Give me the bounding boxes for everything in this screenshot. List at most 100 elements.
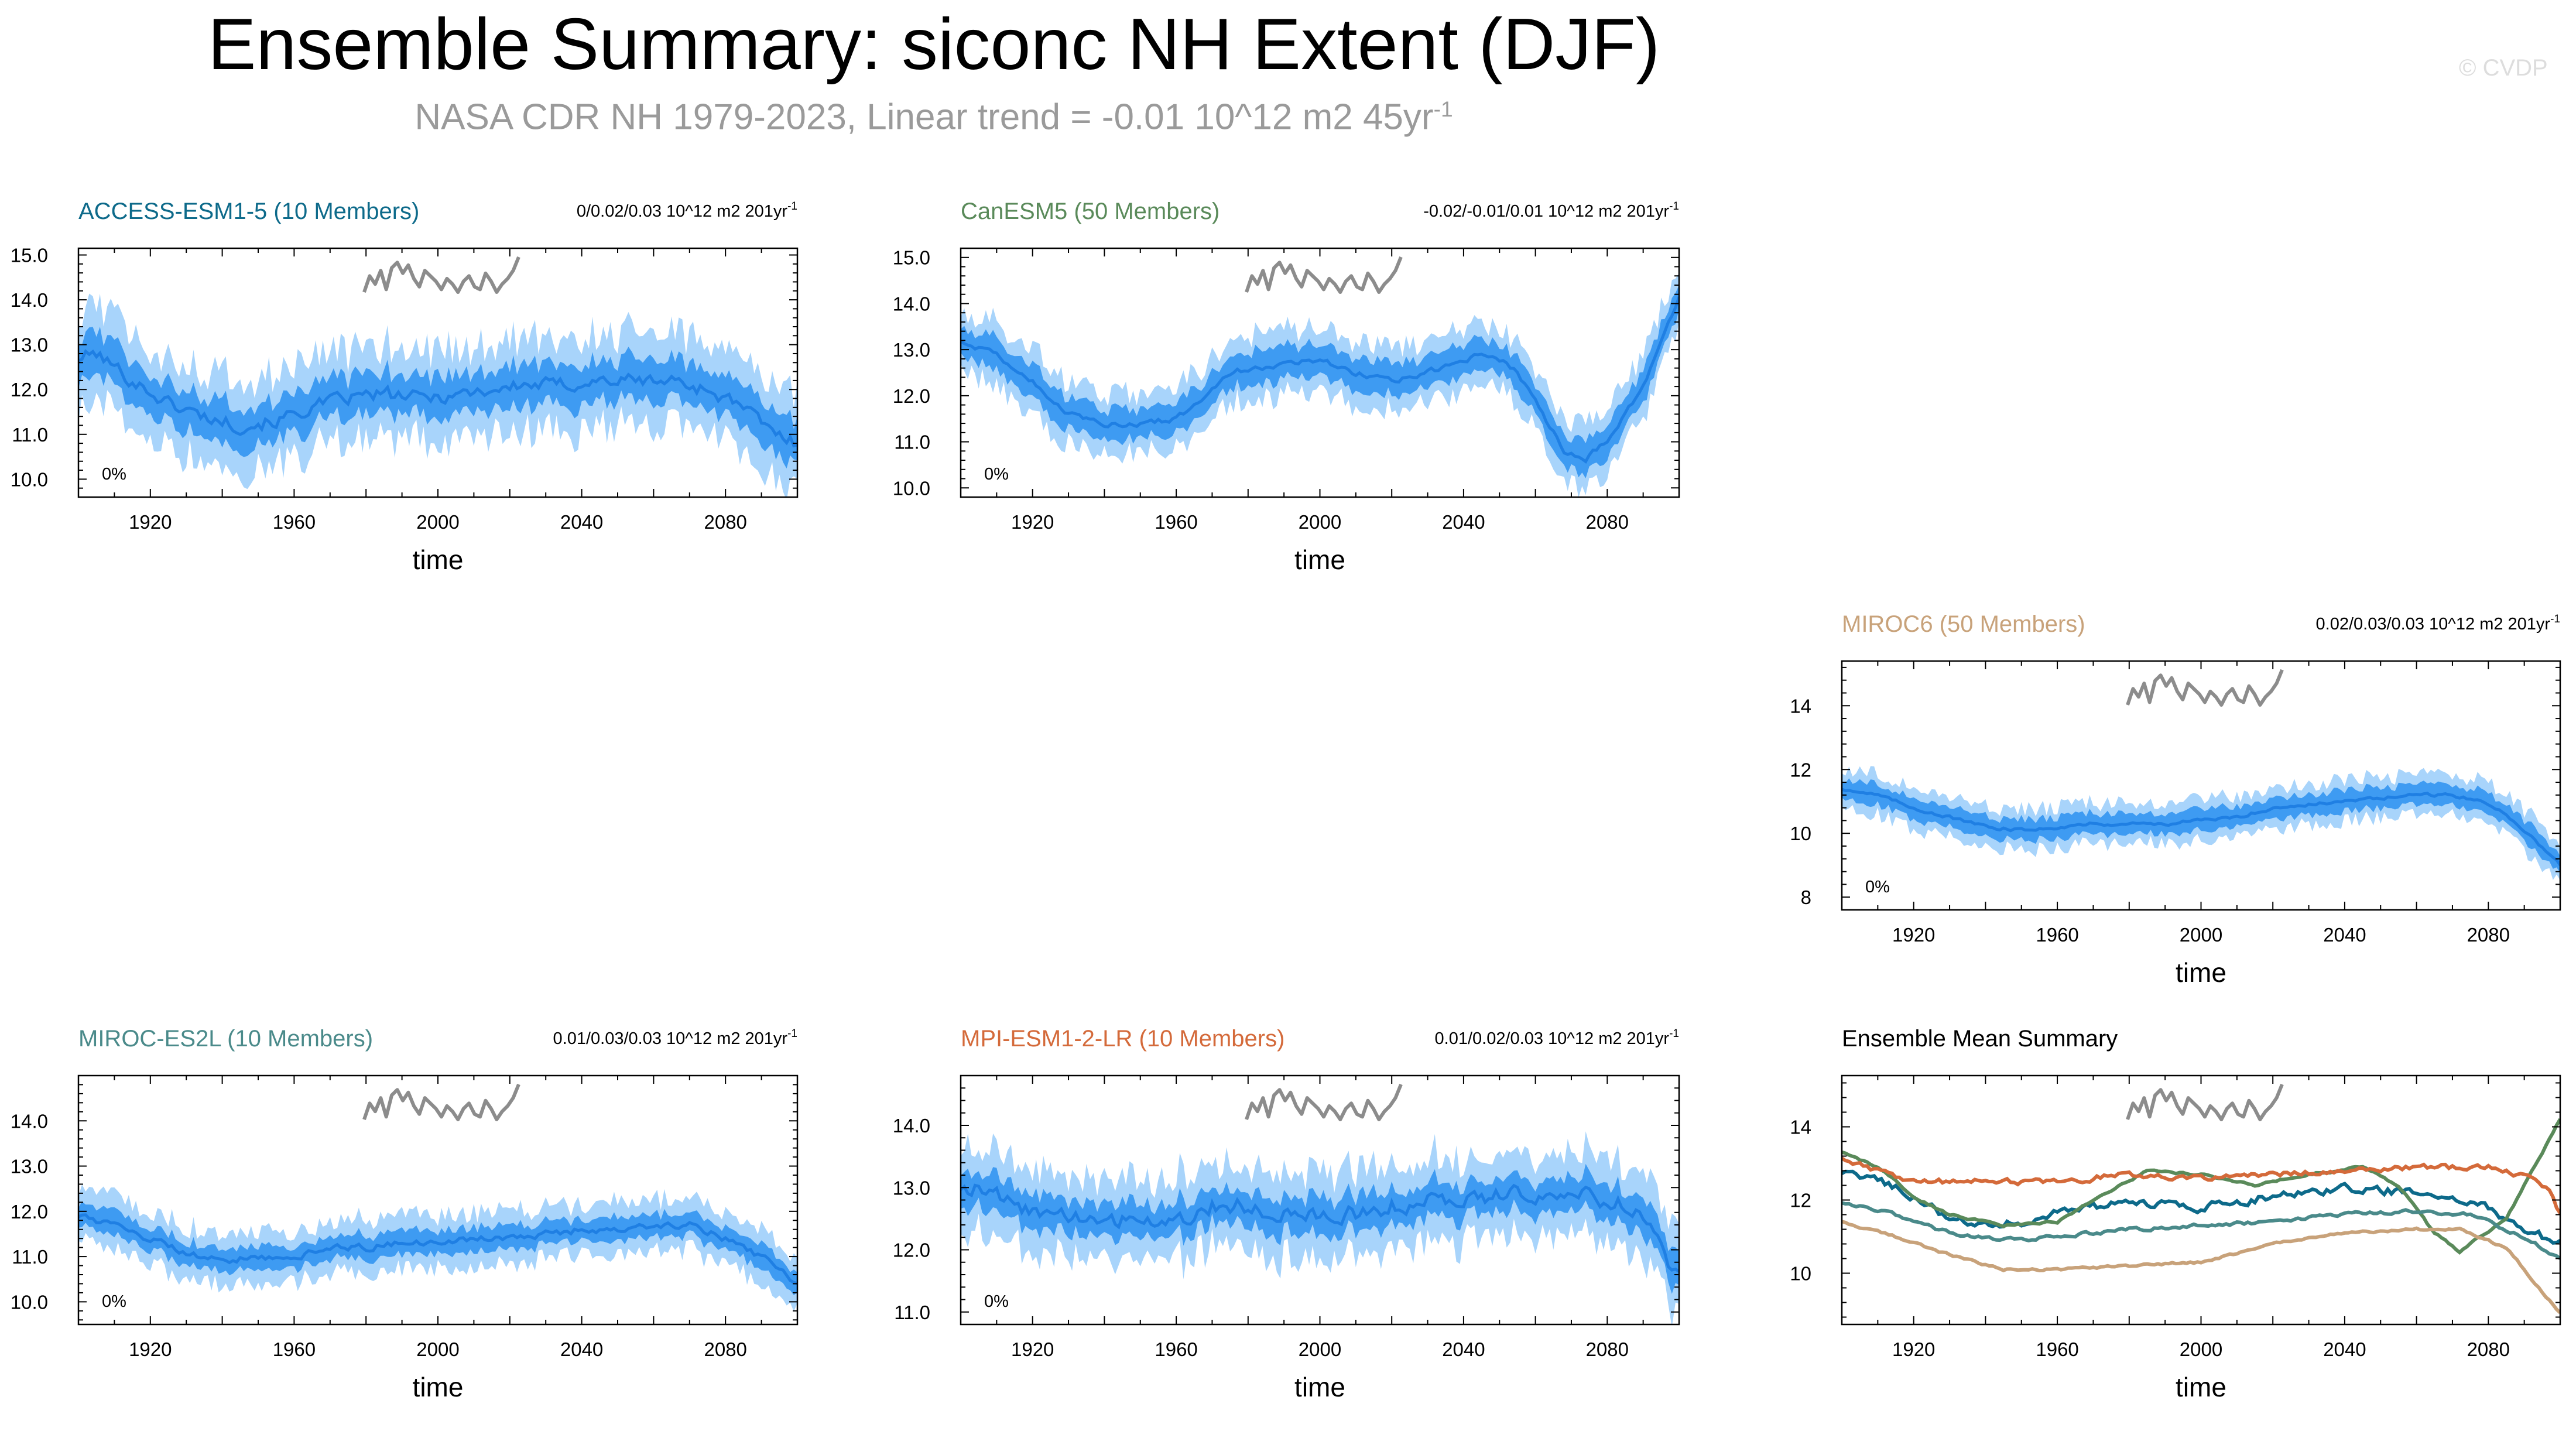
series-line-miroc-es2l xyxy=(1842,1201,2560,1260)
x-tick-label: 2000 xyxy=(2180,924,2222,946)
x-tick-label: 2080 xyxy=(704,511,746,533)
panel-summary: Ensemble Mean Summary 1920 1960 2000 2040 208… xyxy=(1790,1026,2561,1402)
trend-text: 0.02/0.03/0.03 10^12 m2 201yr xyxy=(2316,615,2551,634)
figure-title: Ensemble Summary: siconc NH Extent (DJF) xyxy=(207,4,1660,85)
plot-area xyxy=(1842,1118,2560,1314)
percent-label: 0% xyxy=(102,1292,126,1311)
x-tick-label: 1920 xyxy=(1892,924,1935,946)
y-axis xyxy=(961,1075,1679,1325)
y-tick-label: 12.0 xyxy=(893,1240,930,1261)
y-tick-label: 10.0 xyxy=(11,468,48,490)
ensemble-mean-line xyxy=(78,349,797,448)
y-tick-label: 11.0 xyxy=(12,1246,48,1268)
x-axis xyxy=(960,248,1680,497)
y-tick-label: 13.0 xyxy=(11,334,48,356)
trend-exponent: -1 xyxy=(1669,200,1679,213)
x-tick-label: 2040 xyxy=(1442,1338,1485,1360)
plot-area xyxy=(1842,766,2560,881)
subtitle-text: NASA CDR NH 1979-2023, Linear trend = -0… xyxy=(415,97,1434,138)
y-tick-label: 10.0 xyxy=(893,477,930,499)
panel-title: Ensemble Mean Summary xyxy=(1842,1026,2118,1052)
obs-inset-line xyxy=(1245,256,1403,294)
percent-label: 0% xyxy=(984,1292,1009,1311)
y-axis xyxy=(1842,666,2560,910)
y-tick-label: 12.0 xyxy=(11,1201,48,1223)
x-tick-label: 2040 xyxy=(2323,1338,2366,1360)
panel-mpi: MPI-ESM1-2-LR (10 Members) 0.01/0.02/0.03… xyxy=(893,1026,1680,1402)
x-tick-label: 2080 xyxy=(2467,924,2510,946)
x-tick-label: 2080 xyxy=(1586,1338,1629,1360)
y-tick-label: 15.0 xyxy=(893,247,930,269)
y-tick-label: 15.0 xyxy=(11,244,48,266)
trend-text: 0.01/0.02/0.03 10^12 m2 201yr xyxy=(1435,1029,1670,1048)
trend-exponent: -1 xyxy=(2550,613,2560,625)
ensemble-range-band xyxy=(961,273,1679,497)
series-line-mpi-esm1-2-lr xyxy=(1842,1156,2560,1214)
x-tick-label: 1960 xyxy=(2036,1338,2078,1360)
y-tick-label: 10.0 xyxy=(11,1291,48,1313)
percent-label: 0% xyxy=(984,465,1009,484)
panel-title: MIROC6 (50 Members) xyxy=(1842,611,2085,637)
x-tick-label: 1960 xyxy=(273,1338,316,1360)
x-tick-label: 2040 xyxy=(560,511,603,533)
x-tick-label: 2080 xyxy=(1586,511,1629,533)
y-axis xyxy=(78,254,797,498)
trend-exponent: -1 xyxy=(787,200,797,213)
trend-label: 0/0.02/0.03 10^12 m2 201yr-1 xyxy=(577,200,797,221)
x-tick-label: 2040 xyxy=(560,1338,603,1360)
x-tick-label: 1920 xyxy=(1892,1338,1935,1360)
y-tick-label: 10 xyxy=(1790,823,1811,844)
y-tick-label: 14.0 xyxy=(11,1110,48,1132)
panel-title: ACCESS-ESM1-5 (10 Members) xyxy=(78,198,419,224)
panel-miroc6: MIROC6 (50 Members) 0.02/0.03/0.03 10^12 … xyxy=(1790,611,2561,988)
y-tick-label: 13.0 xyxy=(893,1177,930,1199)
trend-label: -0.02/-0.01/0.01 10^12 m2 201yr-1 xyxy=(1423,200,1679,221)
x-axis-label: time xyxy=(2176,1372,2226,1402)
plot-area xyxy=(961,273,1679,497)
x-tick-label: 1920 xyxy=(1011,511,1054,533)
obs-inset-line xyxy=(362,1083,520,1121)
x-tick-label: 1920 xyxy=(129,511,172,533)
ensemble-mean-line xyxy=(1842,788,2560,867)
obs-inset-line xyxy=(1245,1083,1403,1121)
obs-inset-line xyxy=(362,256,520,294)
y-tick-label: 11.0 xyxy=(12,424,48,446)
trend-label: 0.01/0.02/0.03 10^12 m2 201yr-1 xyxy=(1435,1028,1679,1048)
x-axis xyxy=(78,1076,798,1324)
trend-text: 0.01/0.03/0.03 10^12 m2 201yr xyxy=(553,1029,788,1048)
y-axis xyxy=(961,248,1679,498)
x-axis-label: time xyxy=(2176,957,2226,988)
panel-title: MPI-ESM1-2-LR (10 Members) xyxy=(961,1026,1284,1052)
x-axis-label: time xyxy=(413,1372,464,1402)
x-tick-label: 1920 xyxy=(129,1338,172,1360)
trend-label: 0.02/0.03/0.03 10^12 m2 201yr-1 xyxy=(2316,613,2560,634)
y-tick-label: 12.0 xyxy=(893,385,930,407)
obs-inset-line xyxy=(2126,1083,2284,1121)
x-tick-label: 2000 xyxy=(2180,1338,2222,1360)
x-tick-label: 1920 xyxy=(1011,1338,1054,1360)
series-line-access-esm1-5 xyxy=(1842,1169,2560,1245)
x-tick-label: 1960 xyxy=(1155,1338,1197,1360)
y-tick-label: 12.0 xyxy=(11,379,48,400)
x-axis-label: time xyxy=(413,545,464,575)
trend-text: 0/0.02/0.03 10^12 m2 201yr xyxy=(577,202,788,221)
x-axis xyxy=(960,1076,1680,1324)
y-tick-label: 13.0 xyxy=(11,1156,48,1177)
x-axis xyxy=(1841,1076,2561,1324)
ensemble-mean-line xyxy=(78,1213,797,1285)
credit-watermark: © CVDP xyxy=(2459,55,2548,81)
trend-exponent: -1 xyxy=(1669,1028,1679,1040)
panel-access: ACCESS-ESM1-5 (10 Members) 0/0.02/0.03 10… xyxy=(11,198,799,575)
percent-label: 0% xyxy=(1865,878,1890,896)
percent-label: 0% xyxy=(102,465,126,484)
y-tick-label: 8 xyxy=(1801,886,1811,908)
series-line-miroc6 xyxy=(1842,1220,2560,1314)
x-axis xyxy=(1841,661,2561,910)
x-tick-label: 2080 xyxy=(2467,1338,2510,1360)
x-tick-label: 1960 xyxy=(273,511,316,533)
ensemble-iqr-band xyxy=(961,285,1679,478)
x-tick-label: 2040 xyxy=(2323,924,2366,946)
figure-subtitle: NASA CDR NH 1979-2023, Linear trend = -0… xyxy=(0,98,1868,136)
x-axis-label: time xyxy=(1294,545,1345,575)
